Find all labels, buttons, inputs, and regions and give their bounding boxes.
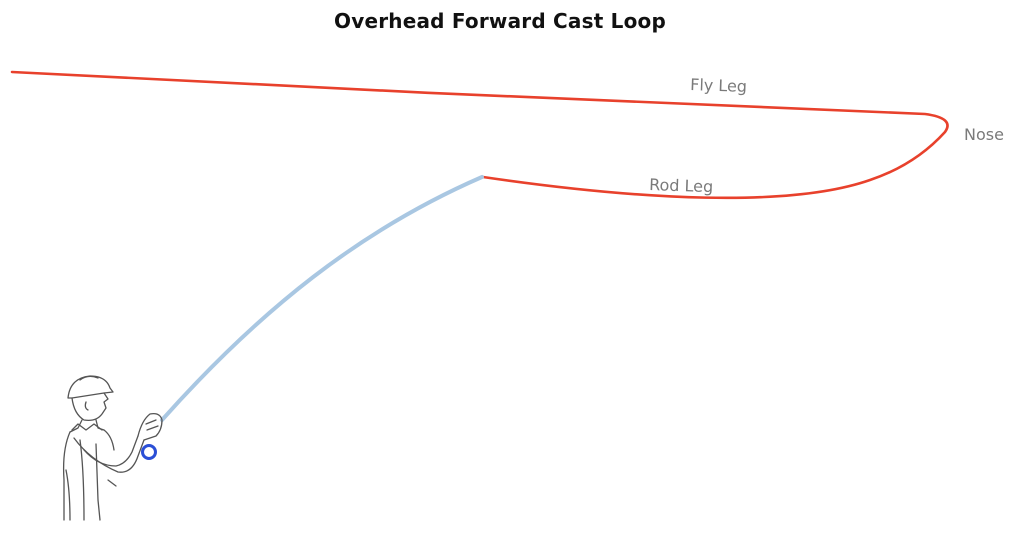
rod-leg-label: Rod Leg	[649, 175, 714, 196]
fly-leg-label: Fly Leg	[690, 75, 747, 96]
nose-label: Nose	[964, 125, 1004, 144]
diagram-title: Overhead Forward Cast Loop	[334, 9, 666, 33]
fly-rod	[160, 175, 484, 422]
reel-icon	[141, 444, 157, 460]
fly-line	[10, 70, 949, 200]
angler-figure-icon	[62, 375, 163, 521]
